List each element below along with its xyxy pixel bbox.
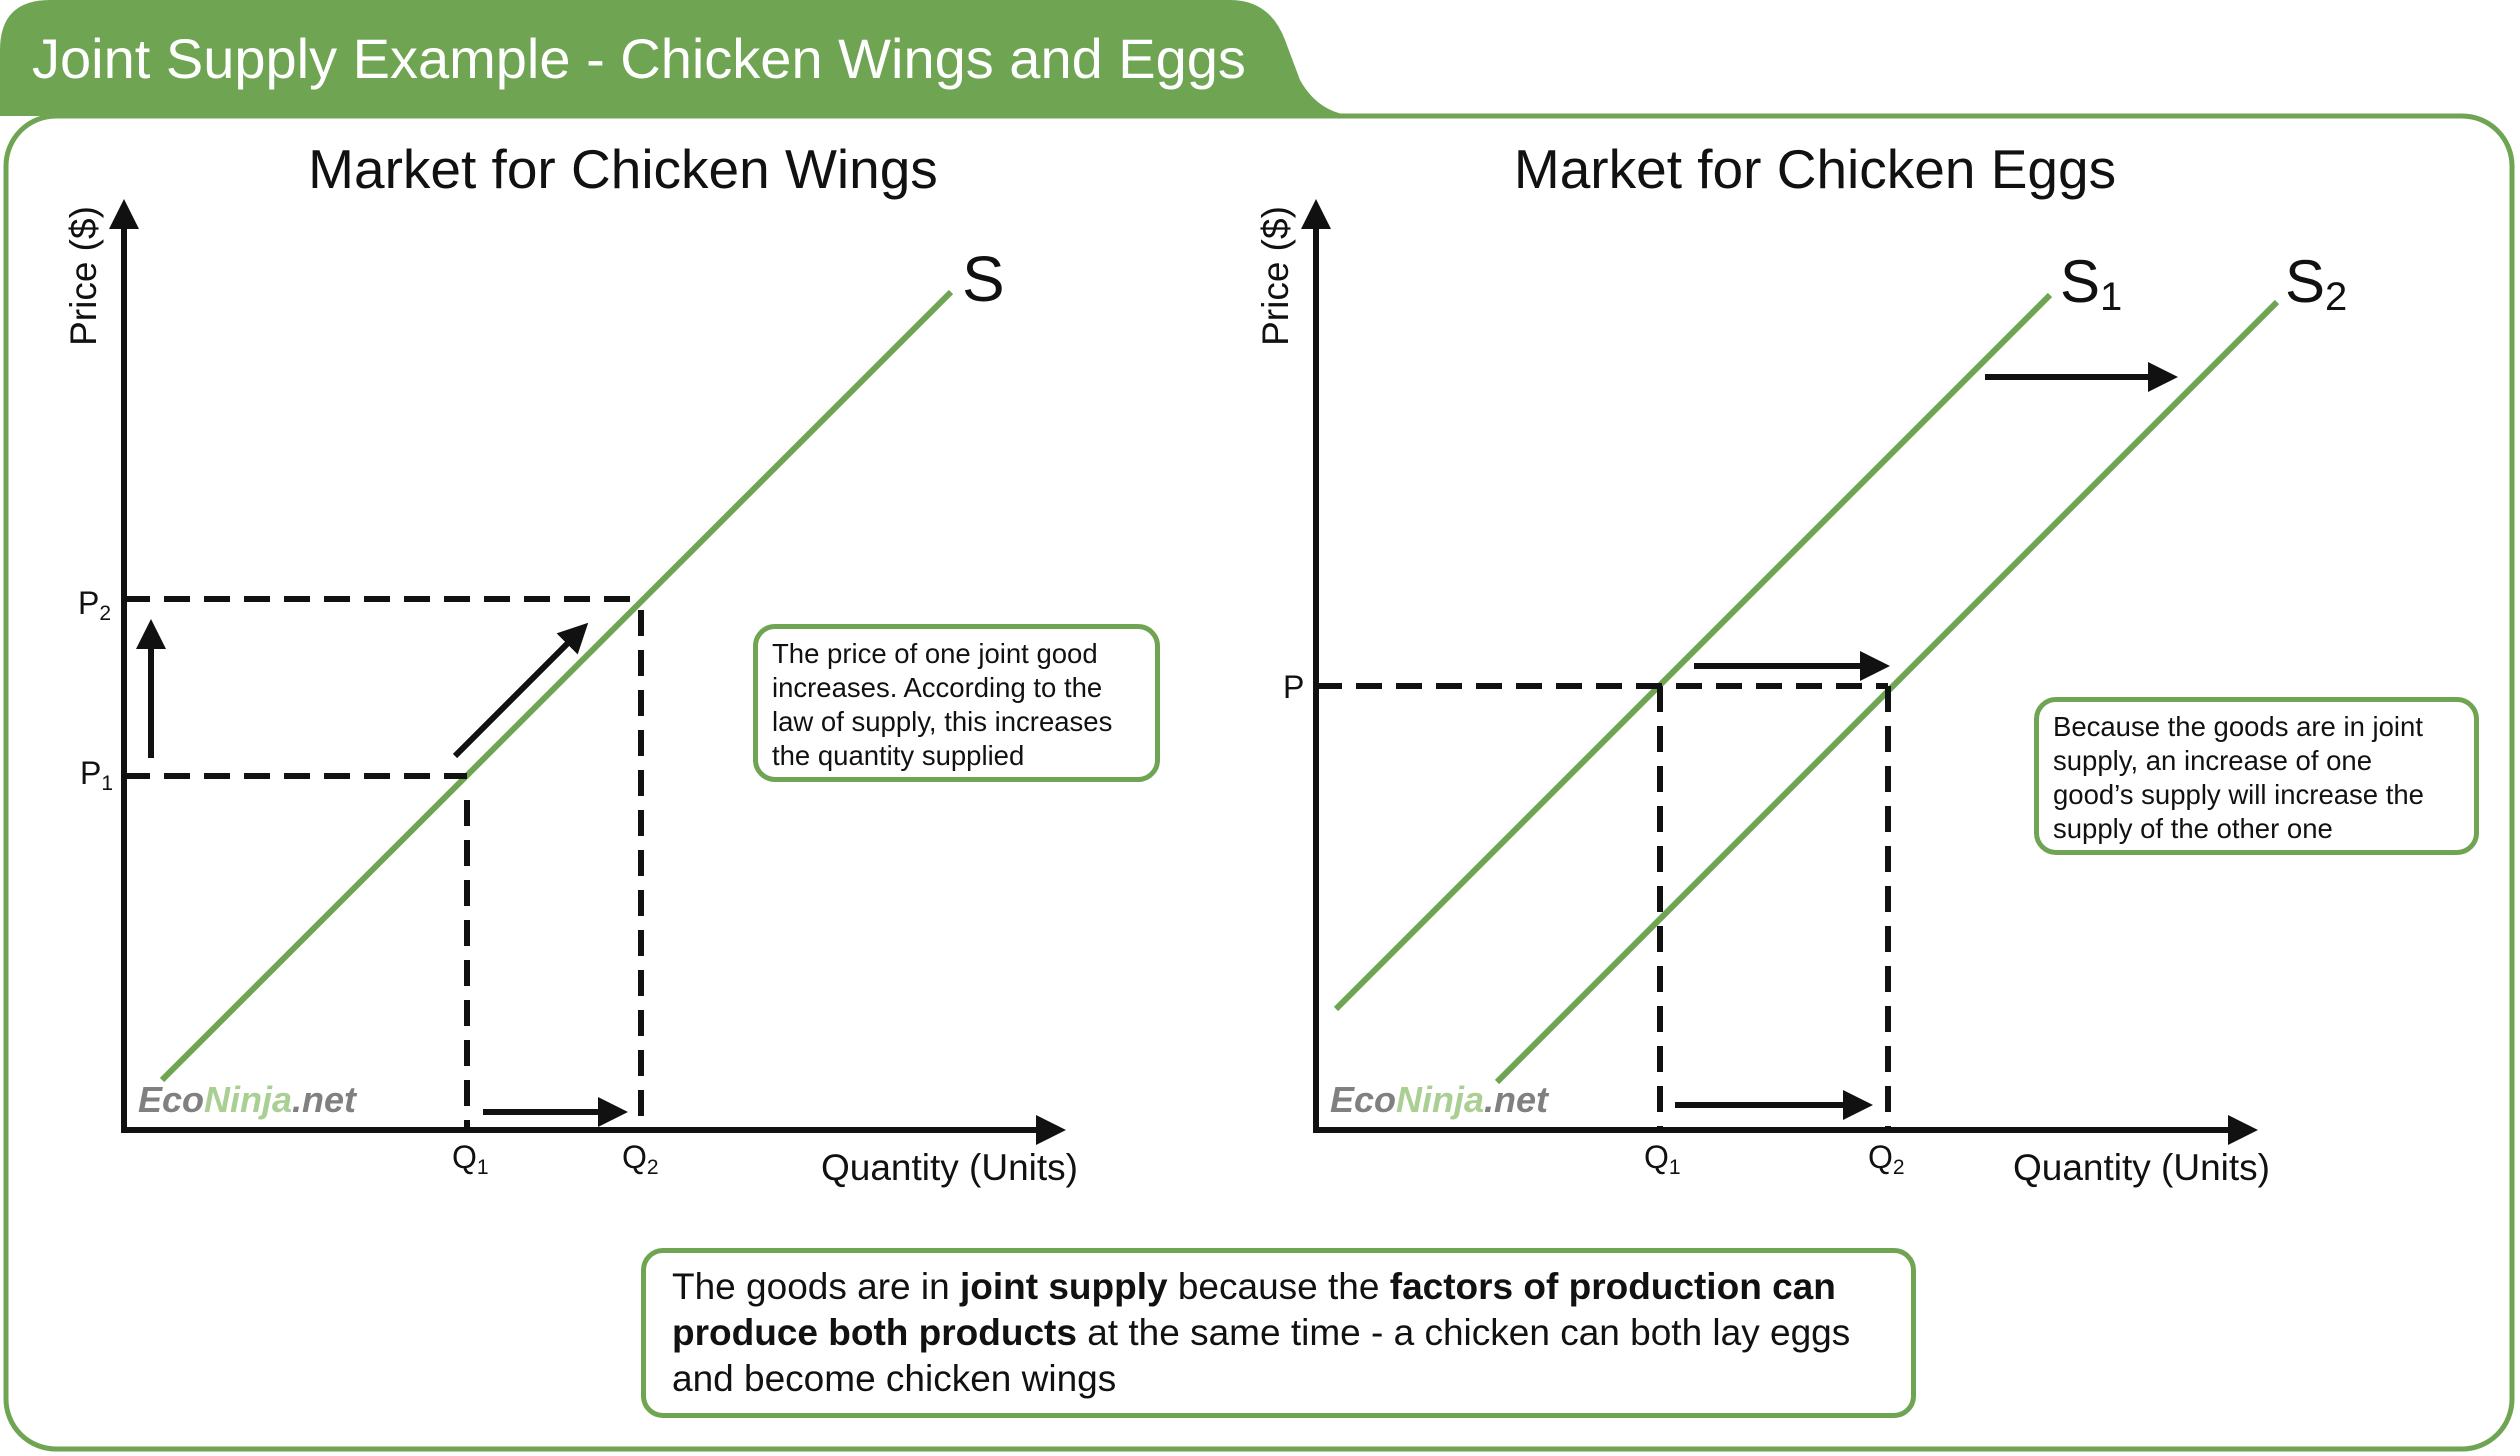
page-title: Joint Supply Example - Chicken Wings and… [32,27,1246,90]
left-y-axis-label: Price ($) [63,206,104,346]
q1-right-label: Q1 [1644,1139,1681,1179]
price-label: P [1283,669,1304,705]
joint-supply-shift-note-text: Because the goods are in joint supply, a… [2053,711,2424,844]
q1-label: Q1 [452,1139,489,1179]
movement-along-supply-arrow [452,622,589,759]
joint-supply-shift-note: Because the goods are in joint supply, a… [2034,697,2479,855]
right-x-axis-label: Quantity (Units) [2013,1147,2270,1188]
header-tab [0,0,1360,116]
definition-text-3: at the same time - a chicken can both la… [672,1312,1851,1399]
left-chart-title: Market for Chicken Wings [308,138,938,200]
left-supply-curve [159,289,954,1083]
p1-label: P1 [80,755,113,795]
law-of-supply-note-text: The price of one joint good increases. A… [772,638,1113,771]
definition-bold-2: factors of production can produce both p… [672,1266,1836,1353]
right-y-axis-label: Price ($) [1255,206,1296,346]
definition-bold-1: joint supply [959,1266,1168,1307]
left-supply-label: S [962,243,1005,315]
q2-right-label: Q2 [1868,1139,1905,1179]
definition-text-1: The goods are in [672,1266,960,1307]
watermark-logo-right: EcoNinja.net [1330,1079,1550,1120]
definition-text-2: because the [1167,1266,1390,1307]
left-x-axis-label: Quantity (Units) [821,1147,1078,1188]
joint-supply-definition-note: The goods are in joint supply because th… [641,1248,1916,1418]
right-chart: Market for Chicken Eggs Price ($) Quanti… [1255,138,2347,1188]
s2-label: S2 [2285,248,2347,319]
left-chart: Market for Chicken Wings Price ($) Quant… [63,138,1078,1188]
watermark-logo: EcoNinja.net [138,1079,358,1120]
p2-label: P2 [78,585,111,625]
q2-label: Q2 [622,1139,659,1179]
law-of-supply-note: The price of one joint good increases. A… [753,624,1160,782]
right-chart-title: Market for Chicken Eggs [1514,138,2116,200]
supply-curve-s1 [1333,292,2053,1012]
s1-label: S1 [2060,248,2122,319]
